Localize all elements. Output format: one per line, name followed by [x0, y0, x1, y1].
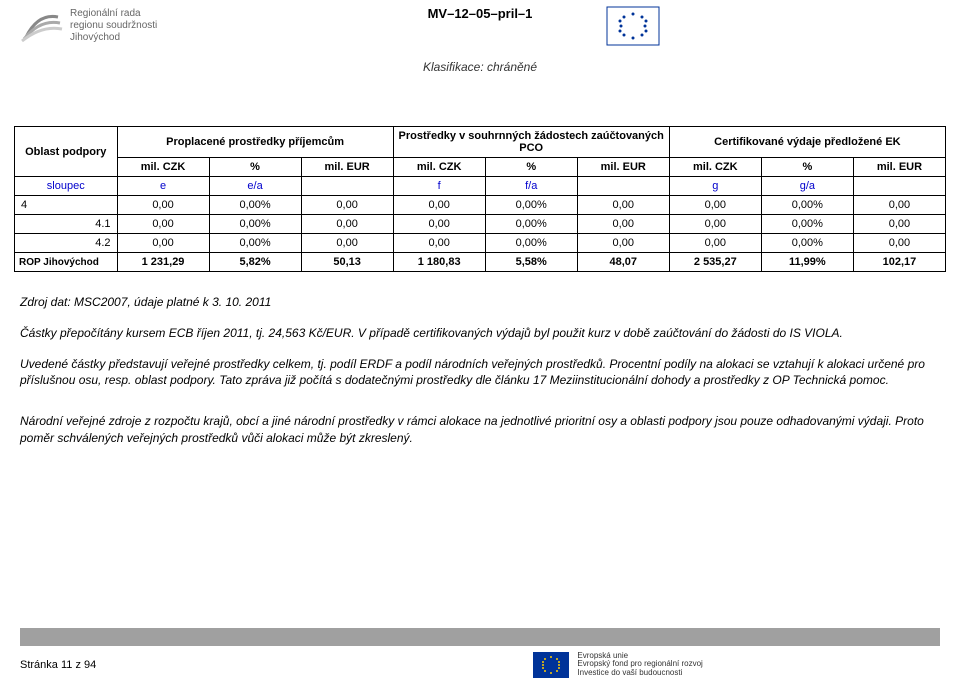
classification-label: Klasifikace: chráněné	[423, 60, 537, 74]
logo-line2: regionu soudržnosti	[70, 20, 157, 32]
cell: 0,00	[853, 215, 945, 234]
row-label: 4.1	[15, 215, 118, 234]
sloupec-cell: f/a	[485, 177, 577, 196]
cell: 2 535,27	[669, 253, 761, 272]
cell: 0,00	[393, 215, 485, 234]
page-number: Stránka 11 z 94	[20, 659, 96, 671]
sloupec-cell: g	[669, 177, 761, 196]
row-label: 4.2	[15, 234, 118, 253]
cell: 0,00	[669, 234, 761, 253]
page-header: Regionální rada regionu soudržnosti Jiho…	[0, 0, 960, 44]
eu-flag-icon	[606, 6, 660, 46]
cell: 0,00	[577, 215, 669, 234]
sub-h: mil. EUR	[301, 158, 393, 177]
cell: 50,13	[301, 253, 393, 272]
cell: 0,00%	[761, 215, 853, 234]
sub-h: mil. CZK	[117, 158, 209, 177]
sloupec-cell: e/a	[209, 177, 301, 196]
sub-h: %	[209, 158, 301, 177]
cell: 0,00	[853, 234, 945, 253]
cell: 0,00%	[209, 196, 301, 215]
cell: 0,00	[393, 234, 485, 253]
sloupec-cell	[577, 177, 669, 196]
body-paragraphs: Zdroj dat: MSC2007, údaje platné k 3. 10…	[20, 294, 940, 447]
footer-bar	[20, 628, 940, 646]
cell: 1 180,83	[393, 253, 485, 272]
table-header-row-groups: Oblast podpory Proplacené prostředky pří…	[15, 127, 946, 158]
cell: 0,00	[669, 215, 761, 234]
cell: 1 231,29	[117, 253, 209, 272]
table-row-sloupec: sloupec e e/a f f/a g g/a	[15, 177, 946, 196]
document-id: MV–12–05–pril–1	[428, 6, 533, 21]
cell: 48,07	[577, 253, 669, 272]
cell: 0,00	[577, 196, 669, 215]
cell: 0,00	[669, 196, 761, 215]
table-row: 4.1 0,00 0,00% 0,00 0,00 0,00% 0,00 0,00…	[15, 215, 946, 234]
sub-h: mil. CZK	[669, 158, 761, 177]
cell: 0,00%	[485, 196, 577, 215]
cell: 0,00	[117, 234, 209, 253]
paragraph-source: Zdroj dat: MSC2007, údaje platné k 3. 10…	[20, 294, 940, 311]
cell: 0,00%	[761, 196, 853, 215]
sub-h: %	[485, 158, 577, 177]
table-row-rop: ROP Jihovýchod 1 231,29 5,82% 50,13 1 18…	[15, 253, 946, 272]
cell: 0,00	[117, 215, 209, 234]
paragraph-rates: Částky přepočítány kursem ECB říjen 2011…	[20, 325, 940, 342]
logo-arcs-icon	[20, 9, 64, 43]
cell: 0,00%	[485, 215, 577, 234]
footer-row: Stránka 11 z 94 Evropská unie Evropský f…	[20, 652, 940, 678]
sloupec-cell: e	[117, 177, 209, 196]
cell: 0,00	[577, 234, 669, 253]
sub-h: mil. EUR	[577, 158, 669, 177]
cell: 0,00	[301, 196, 393, 215]
cell: 0,00%	[209, 234, 301, 253]
sub-h: %	[761, 158, 853, 177]
cell: 5,58%	[485, 253, 577, 272]
sloupec-cell	[853, 177, 945, 196]
eu-flag-footer-icon	[533, 652, 569, 678]
footer-logos: Evropská unie Evropský fond pro regionál…	[533, 652, 702, 678]
logo-line3: Jihovýchod	[70, 32, 157, 44]
cell: 0,00	[301, 234, 393, 253]
cell: 11,99%	[761, 253, 853, 272]
table-header-row-sub: mil. CZK % mil. EUR mil. CZK % mil. EUR …	[15, 158, 946, 177]
paragraph-note1: Uvedené částky představují veřejné prost…	[20, 356, 940, 390]
cell: 0,00	[301, 215, 393, 234]
cell: 0,00%	[485, 234, 577, 253]
paragraph-note2: Národní veřejné zdroje z rozpočtu krajů,…	[20, 413, 940, 447]
col-group-2: Prostředky v souhrnných žádostech zaúčto…	[393, 127, 669, 158]
rop-label: ROP Jihovýchod	[15, 253, 118, 272]
sub-h: mil. EUR	[853, 158, 945, 177]
footer-eu-line3: Investice do vaší budoucnosti	[577, 669, 702, 678]
data-table: Oblast podpory Proplacené prostředky pří…	[14, 126, 946, 272]
sloupec-cell: g/a	[761, 177, 853, 196]
sub-h: mil. CZK	[393, 158, 485, 177]
cell: 0,00	[117, 196, 209, 215]
page-footer: Stránka 11 z 94 Evropská unie Evropský f…	[20, 628, 940, 678]
logo-line1: Regionální rada	[70, 8, 157, 20]
sloupec-label: sloupec	[15, 177, 118, 196]
col-group-3: Certifikované výdaje předložené EK	[669, 127, 945, 158]
col-group-1: Proplacené prostředky příjemcům	[117, 127, 393, 158]
cell: 0,00	[393, 196, 485, 215]
col-oblast: Oblast podpory	[15, 127, 118, 177]
data-table-container: Oblast podpory Proplacené prostředky pří…	[14, 126, 946, 272]
table-row: 4.2 0,00 0,00% 0,00 0,00 0,00% 0,00 0,00…	[15, 234, 946, 253]
cell: 0,00%	[209, 215, 301, 234]
logo-text: Regionální rada regionu soudržnosti Jiho…	[70, 8, 157, 44]
sloupec-cell: f	[393, 177, 485, 196]
cell: 5,82%	[209, 253, 301, 272]
cell: 102,17	[853, 253, 945, 272]
cell: 0,00	[853, 196, 945, 215]
cell: 0,00%	[761, 234, 853, 253]
footer-eu-text: Evropská unie Evropský fond pro regionál…	[577, 652, 702, 678]
sloupec-cell	[301, 177, 393, 196]
row-label: 4	[15, 196, 118, 215]
table-row: 4 0,00 0,00% 0,00 0,00 0,00% 0,00 0,00 0…	[15, 196, 946, 215]
logo-regional-council: Regionální rada regionu soudržnosti Jiho…	[20, 8, 157, 44]
